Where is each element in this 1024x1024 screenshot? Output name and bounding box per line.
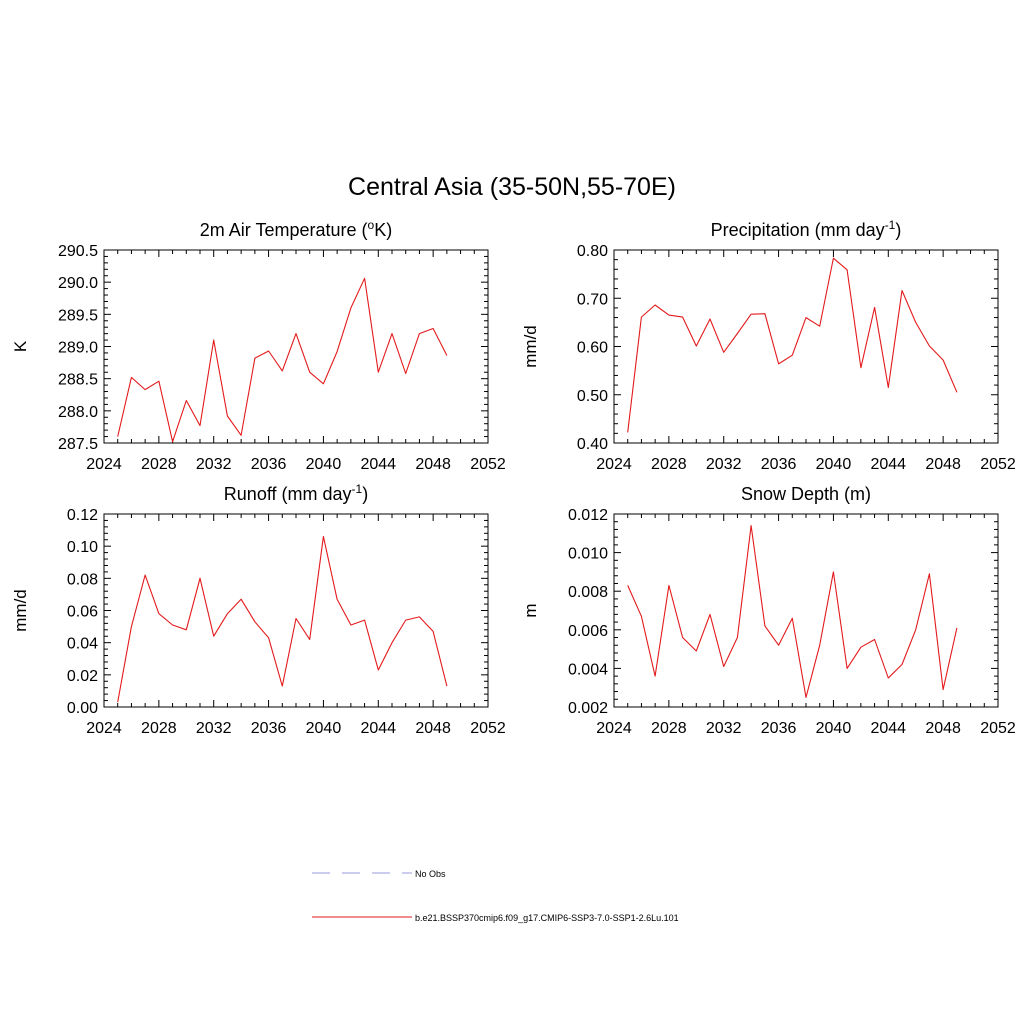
- x-tick-label: 2024: [86, 720, 122, 737]
- x-tick-label: 2048: [925, 720, 961, 737]
- y-tick-label: 0.002: [568, 700, 608, 717]
- panel-title-text: 2m Air Temperature (: [200, 220, 368, 240]
- series-line: [627, 525, 958, 698]
- x-tick-label: 2028: [651, 456, 687, 473]
- y-axis-label: m: [521, 603, 540, 617]
- x-tick-label: 2044: [360, 456, 396, 473]
- panel-4: Snow Depth (m) m 2024 2028 2032 2036 2040 2044 2…: [521, 484, 1016, 737]
- plot-frame: [613, 249, 999, 444]
- x-tick-label: 2044: [870, 720, 906, 737]
- y-tick-label: 288.0: [58, 404, 98, 421]
- series-line: [627, 257, 958, 433]
- y-axis-label: mm/d: [11, 589, 30, 632]
- x-tick-label: 2028: [141, 720, 177, 737]
- x-tick-label: 2040: [306, 456, 342, 473]
- x-tick-label: 2032: [706, 720, 742, 737]
- x-tick-label: 2028: [141, 456, 177, 473]
- x-tick-label: 2028: [651, 720, 687, 737]
- series-line: [117, 535, 448, 703]
- x-tick-label: 2036: [251, 456, 287, 473]
- y-tick-label: 290.0: [58, 275, 98, 292]
- legend: No Obs b.e21.BSSP370cmip6.f09_g17.CMIP6-S…: [312, 869, 679, 923]
- panel-title-super: -1: [885, 218, 896, 232]
- panel-title-text: Runoff (mm day: [224, 484, 352, 504]
- panel-title: Precipitation (mm day-1): [711, 218, 902, 240]
- panel-title: Snow Depth (m): [741, 484, 871, 504]
- x-tick-label: 2036: [761, 720, 797, 737]
- panel-title: 2m Air Temperature (oK): [200, 218, 392, 240]
- panel-title-suffix: K): [374, 220, 392, 240]
- x-tick-label: 2052: [980, 456, 1016, 473]
- panel-title-super: -1: [352, 482, 363, 496]
- y-tick-label: 0.80: [577, 243, 608, 260]
- panels: 2m Air Temperature (oK) K 2024 2028 2032 2036…: [11, 218, 1016, 737]
- y-tick-label: 288.5: [58, 372, 98, 389]
- x-tick-label: 2052: [470, 456, 506, 473]
- x-tick-label: 2036: [761, 456, 797, 473]
- x-tick-label: 2052: [470, 720, 506, 737]
- panel-1: 2m Air Temperature (oK) K 2024 2028 2032 2036…: [11, 218, 506, 473]
- y-tick-label: 287.5: [58, 436, 98, 453]
- y-axis-label: K: [11, 340, 30, 352]
- figure-title: Central Asia (35-50N,55-70E): [348, 173, 676, 201]
- plot-frame: [613, 513, 999, 708]
- plot-frame: [103, 249, 489, 444]
- x-tick-label: 2032: [196, 720, 232, 737]
- x-tick-label: 2048: [415, 720, 451, 737]
- x-tick-label: 2032: [706, 456, 742, 473]
- panel-title-text: Snow Depth (m): [741, 484, 871, 504]
- y-tick-label: 290.5: [58, 243, 98, 260]
- y-tick-label: 0.00: [67, 700, 98, 717]
- y-tick-label: 0.12: [67, 507, 98, 524]
- panel-3: Runoff (mm day-1) mm/d 2024 2028 2032 2036 204…: [11, 482, 506, 737]
- panel-2: Precipitation (mm day-1) mm/d 2024 2028 2032…: [521, 218, 1016, 473]
- x-tick-label: 2024: [596, 456, 632, 473]
- x-tick-label: 2048: [415, 456, 451, 473]
- y-tick-label: 0.006: [568, 623, 608, 640]
- y-tick-label: 0.012: [568, 507, 608, 524]
- x-tick-label: 2052: [980, 720, 1016, 737]
- legend-label-model: b.e21.BSSP370cmip6.f09_g17.CMIP6-SSP3-7.…: [415, 913, 679, 923]
- y-tick-label: 0.60: [577, 340, 608, 357]
- panel-title-suffix: ): [895, 220, 901, 240]
- x-tick-label: 2024: [86, 456, 122, 473]
- x-tick-label: 2040: [816, 720, 852, 737]
- x-tick-label: 2036: [251, 720, 287, 737]
- y-tick-label: 0.004: [568, 661, 608, 678]
- x-tick-label: 2032: [196, 456, 232, 473]
- series-line: [117, 277, 448, 443]
- y-tick-label: 0.40: [577, 436, 608, 453]
- y-tick-label: 0.010: [568, 546, 608, 563]
- x-tick-label: 2024: [596, 720, 632, 737]
- y-tick-label: 0.70: [577, 291, 608, 308]
- y-tick-label: 0.08: [67, 571, 98, 588]
- y-tick-label: 0.008: [568, 584, 608, 601]
- panel-title-super: o: [368, 218, 375, 232]
- legend-label-no-obs: No Obs: [415, 869, 446, 879]
- x-tick-label: 2040: [816, 456, 852, 473]
- x-tick-label: 2048: [925, 456, 961, 473]
- x-tick-label: 2044: [360, 720, 396, 737]
- y-tick-label: 0.04: [67, 636, 98, 653]
- x-tick-label: 2044: [870, 456, 906, 473]
- plot-frame: [103, 513, 489, 708]
- y-axis-label: mm/d: [521, 325, 540, 368]
- panel-title-suffix: ): [362, 484, 368, 504]
- panel-title: Runoff (mm day-1): [224, 482, 368, 504]
- y-tick-label: 289.0: [58, 340, 98, 357]
- x-tick-label: 2040: [306, 720, 342, 737]
- y-tick-label: 289.5: [58, 307, 98, 324]
- y-tick-label: 0.50: [577, 388, 608, 405]
- panel-title-text: Precipitation (mm day: [711, 220, 885, 240]
- y-tick-label: 0.10: [67, 539, 98, 556]
- y-tick-label: 0.06: [67, 604, 98, 621]
- y-tick-label: 0.02: [67, 668, 98, 685]
